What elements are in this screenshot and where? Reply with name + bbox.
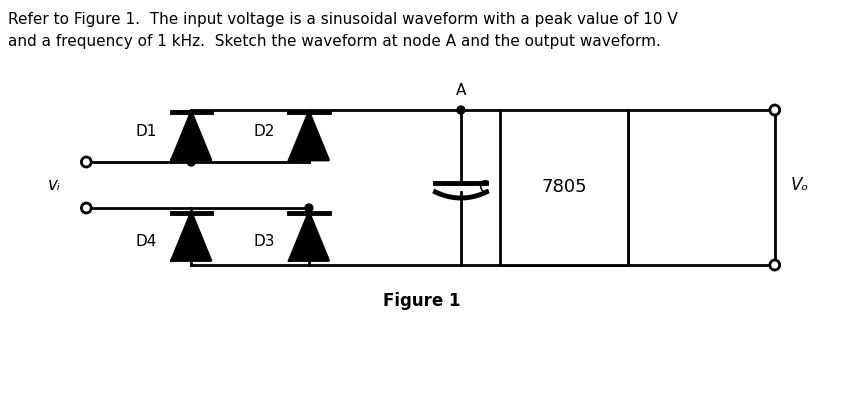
Text: D1: D1 xyxy=(135,123,157,139)
Circle shape xyxy=(82,157,91,167)
Circle shape xyxy=(187,158,195,166)
Text: vᵢ: vᵢ xyxy=(48,176,60,194)
Text: 7805: 7805 xyxy=(541,178,586,197)
Polygon shape xyxy=(172,112,211,160)
Polygon shape xyxy=(289,112,328,160)
Text: Vₒ: Vₒ xyxy=(791,176,809,194)
Circle shape xyxy=(82,203,91,213)
Text: and a frequency of 1 kHz.  Sketch the waveform at node A and the output waveform: and a frequency of 1 kHz. Sketch the wav… xyxy=(8,34,660,49)
Text: D3: D3 xyxy=(253,234,275,249)
Circle shape xyxy=(305,204,313,212)
Polygon shape xyxy=(172,213,211,260)
Circle shape xyxy=(770,260,780,270)
Bar xyxy=(500,110,628,265)
Text: D4: D4 xyxy=(135,234,157,249)
Text: D2: D2 xyxy=(254,123,275,139)
Polygon shape xyxy=(289,213,328,260)
Circle shape xyxy=(770,105,780,115)
Text: Figure 1: Figure 1 xyxy=(383,292,460,310)
Text: A: A xyxy=(456,83,466,98)
Circle shape xyxy=(457,106,465,114)
Text: Refer to Figure 1.  The input voltage is a sinusoidal waveform with a peak value: Refer to Figure 1. The input voltage is … xyxy=(8,12,677,27)
Text: C: C xyxy=(478,180,489,195)
